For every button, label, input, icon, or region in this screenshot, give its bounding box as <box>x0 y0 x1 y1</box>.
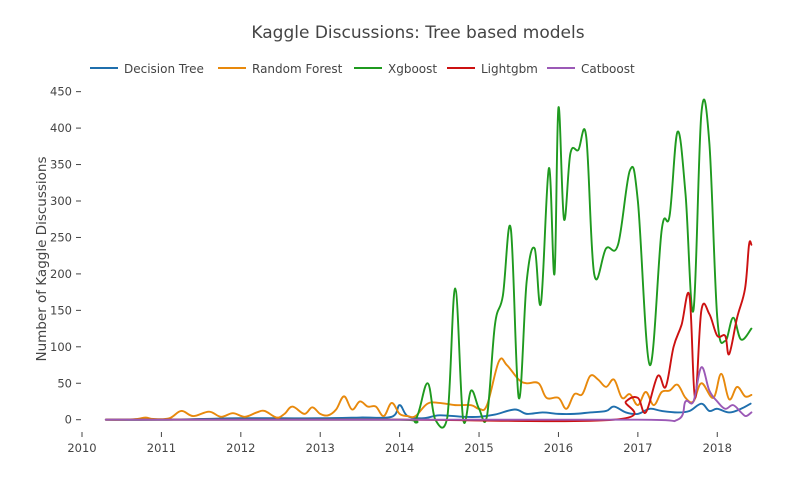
legend-item-decision-tree[interactable]: Decision Tree <box>90 62 204 76</box>
y-tick-label: 50 <box>57 376 72 390</box>
y-tick-label: 450 <box>50 85 72 99</box>
x-tick-label: 2017 <box>623 441 652 455</box>
legend-item-xgboost[interactable]: Xgboost <box>354 62 437 76</box>
series-line-lightgbm <box>104 240 753 423</box>
y-axis: 0 50 100 150 200 250 300 350 400 450 <box>50 85 81 427</box>
y-tick-label: 0 <box>65 413 72 427</box>
series-line-catboost <box>104 366 753 423</box>
x-tick-label: 2018 <box>703 441 732 455</box>
legend-item-lightgbm[interactable]: Lightgbm <box>447 62 538 76</box>
x-tick-label: 2014 <box>385 441 414 455</box>
series-line-random-forest <box>104 357 753 421</box>
legend-label: Decision Tree <box>124 62 204 76</box>
legend[interactable]: Decision Tree Random Forest Xgboost Lightgb… <box>90 62 635 76</box>
legend-label: Random Forest <box>252 62 343 76</box>
legend-label: Xgboost <box>388 62 437 76</box>
x-axis: 2010 2011 2012 2013 2014 2015 2016 2017 2018 <box>67 432 732 455</box>
legend-label: Catboost <box>581 62 635 76</box>
y-tick-label: 150 <box>50 303 72 317</box>
y-tick-label: 300 <box>50 194 72 208</box>
x-tick-label: 2016 <box>544 441 573 455</box>
legend-item-catboost[interactable]: Catboost <box>547 62 635 76</box>
series-line-xgboost <box>104 98 753 429</box>
series-line-decision-tree <box>104 402 752 421</box>
y-axis-title: Number of Kaggle Discussions <box>34 156 50 361</box>
x-tick-label: 2011 <box>147 441 176 455</box>
legend-item-random-forest[interactable]: Random Forest <box>218 62 343 76</box>
x-tick-label: 2013 <box>306 441 335 455</box>
chart-title: Kaggle Discussions: Tree based models <box>251 23 584 43</box>
y-tick-label: 100 <box>50 340 72 354</box>
y-tick-label: 200 <box>50 267 72 281</box>
legend-label: Lightgbm <box>481 62 538 76</box>
x-tick-label: 2012 <box>226 441 255 455</box>
plot-area <box>104 98 753 429</box>
x-tick-label: 2015 <box>464 441 493 455</box>
y-tick-label: 350 <box>50 158 72 172</box>
y-tick-label: 400 <box>50 121 72 135</box>
y-tick-label: 250 <box>50 230 72 244</box>
x-tick-label: 2010 <box>67 441 96 455</box>
